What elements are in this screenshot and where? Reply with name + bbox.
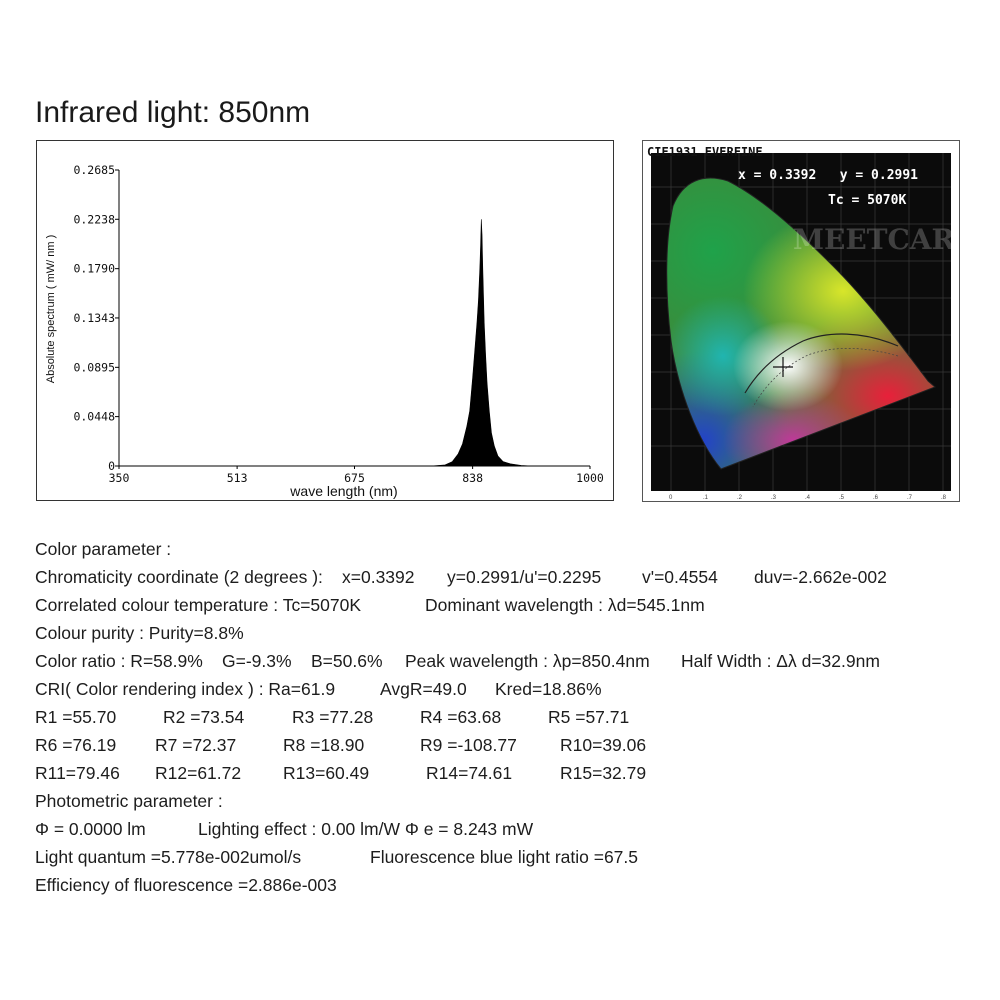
spectrum-chart: 0 0.0448 0.0895 0.1343 0.1790 0.2238 0.2685 35…	[36, 140, 614, 501]
peak-wavelength: Peak wavelength : λp=850.4nm	[405, 651, 650, 671]
cri-r-value: R15=32.79	[560, 763, 647, 783]
dominant-wavelength: Dominant wavelength : λd=545.1nm	[425, 595, 705, 615]
svg-text:.2: .2	[737, 495, 743, 501]
svg-text:.4: .4	[805, 495, 811, 501]
half-width: Half Width : Δλ d=32.9nm	[681, 651, 880, 671]
cri-r-value: R7 =72.37	[155, 735, 237, 755]
cri-avgr: AvgR=49.0	[380, 679, 467, 699]
chromaticity-point-marker	[773, 357, 793, 377]
cie-diagram: CIE1931 EVERFINE x = 0.3392 y = 0.2991 T…	[642, 140, 960, 502]
cri-ra: CRI( Color rendering index ) : Ra=61.9	[35, 679, 336, 699]
cie-xy-readout: x = 0.3392 y = 0.2991	[738, 168, 918, 183]
lighting-effect: Lighting effect : 0.00 lm/W Φ e = 8.243 …	[198, 819, 534, 839]
cri-r-value: R14=74.61	[426, 763, 513, 783]
x-tick-label: 1000	[576, 471, 604, 485]
cri-r-value: R2 =73.54	[163, 707, 245, 727]
cie-chromaticity-plot: CIE1931 EVERFINE x = 0.3392 y = 0.2991 T…	[643, 141, 960, 501]
cri-r-value: R5 =57.71	[548, 707, 630, 727]
color-ratio-r: Color ratio : R=58.9%	[35, 651, 203, 671]
spectrum-series-area	[430, 219, 590, 467]
luminous-flux: Φ = 0.0000 lm	[35, 819, 146, 839]
spectral-locus-outline	[666, 177, 936, 470]
light-quantum: Light quantum =5.778e-002umol/s	[35, 847, 302, 867]
purity-row: Colour purity : Purity=8.8%	[35, 623, 244, 643]
x-tick-label: 675	[344, 471, 365, 485]
spectrum-plot: 0 0.0448 0.0895 0.1343 0.1790 0.2238 0.2685 35…	[45, 163, 604, 499]
chromaticity-label: Chromaticity coordinate (2 degrees ):	[35, 567, 323, 587]
y-tick-label: 0.2238	[73, 212, 115, 226]
color-ratio-g: G=-9.3%	[222, 651, 292, 671]
y-tick-label: 0.0895	[73, 360, 115, 374]
y-tick-label: 0.0448	[73, 410, 115, 424]
cri-r-value: R6 =76.19	[35, 735, 117, 755]
chromaticity-x: x=0.3392	[342, 567, 415, 587]
photometric-heading: Photometric parameter :	[35, 791, 223, 811]
cri-r-value: R12=61.72	[155, 763, 242, 783]
y-axis-label: Absolute spectrum ( mW/ nm )	[45, 235, 57, 384]
svg-text:.5: .5	[839, 495, 845, 501]
x-tick-label: 513	[227, 471, 248, 485]
x-tick-label: 838	[462, 471, 483, 485]
cie-axis-ticks: 0 .1 .2 .3 .4 .5 .6 .7 .8	[669, 495, 947, 501]
cie-tc-readout: Tc = 5070K	[828, 193, 906, 208]
cri-r-value: R1 =55.70	[35, 707, 117, 727]
x-axis-label: wave length (nm)	[289, 483, 397, 499]
svg-text:.8: .8	[941, 495, 947, 501]
x-tick-label: 350	[109, 471, 130, 485]
svg-text:.1: .1	[703, 495, 709, 501]
cct-value: Correlated colour temperature : Tc=5070K	[35, 595, 362, 615]
chromaticity-v: v'=0.4554	[642, 567, 718, 587]
svg-text:.3: .3	[771, 495, 777, 501]
color-ratio-b: B=50.6%	[311, 651, 383, 671]
y-tick-label: 0.2685	[73, 163, 115, 177]
y-tick-label: 0	[108, 459, 115, 473]
cri-r-value: R3 =77.28	[292, 707, 374, 727]
cri-r-value: R11=79.46	[35, 763, 120, 783]
efficiency-row: Efficiency of fluorescence =2.886e-003	[35, 875, 337, 895]
cri-r-value: R13=60.49	[283, 763, 370, 783]
watermark: MEETCARE	[793, 223, 960, 256]
cie-header: CIE1931 EVERFINE	[647, 145, 763, 159]
page-title: Infrared light: 850nm	[35, 96, 311, 129]
cri-r-value: R10=39.06	[560, 735, 647, 755]
y-tick-label: 0.1790	[73, 262, 115, 276]
svg-text:0: 0	[669, 495, 673, 501]
color-parameter-heading: Color parameter :	[35, 539, 172, 559]
cri-kred: Kred=18.86%	[495, 679, 602, 699]
cri-r-value: R8 =18.90	[283, 735, 365, 755]
blue-light-ratio: Fluorescence blue light ratio =67.5	[370, 847, 639, 867]
cri-r-value: R9 =-108.77	[420, 735, 517, 755]
y-tick-label: 0.1343	[73, 311, 115, 325]
svg-text:.7: .7	[907, 495, 913, 501]
chromaticity-y: y=0.2991/u'=0.2295	[447, 567, 602, 587]
cri-r-value: R4 =63.68	[420, 707, 502, 727]
svg-text:.6: .6	[873, 495, 879, 501]
chromaticity-duv: duv=-2.662e-002	[754, 567, 887, 587]
